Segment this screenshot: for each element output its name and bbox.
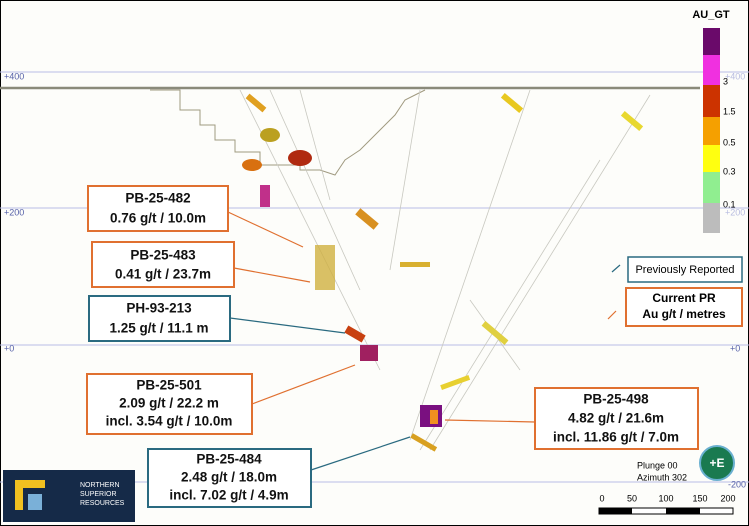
legend-title: AU_GT xyxy=(692,9,730,21)
callout: PB-25-484 2.48 g/t / 18.0m incl. 7.02 g/… xyxy=(147,448,312,508)
elevation-label: +0 xyxy=(4,343,14,353)
hole-id: PB-25-484 xyxy=(196,452,262,467)
drill-traces xyxy=(239,89,651,451)
scale-label: 150 xyxy=(692,493,707,503)
grade: 0.76 g/t / 10.0m xyxy=(110,211,206,226)
pit-shell xyxy=(150,89,426,176)
logo-text: RESOURCES xyxy=(80,500,125,507)
legend-label: 1.5 xyxy=(723,106,736,116)
logo-text: SUPERIOR xyxy=(80,491,117,498)
scale-label: 50 xyxy=(627,493,637,503)
scale-label: 200 xyxy=(720,493,735,503)
grade: 0.41 g/t / 23.7m xyxy=(115,267,211,282)
scale-bar xyxy=(598,507,734,515)
scale-label: 100 xyxy=(658,493,673,503)
hole-id: PH-93-213 xyxy=(126,301,192,316)
callout: PH-93-213 1.25 g/t / 11.1 m xyxy=(88,295,231,342)
colorbar xyxy=(703,28,720,233)
legend-labels: 3 1.5 0.5 0.3 0.1 xyxy=(723,76,736,209)
grade: 2.48 g/t / 18.0m xyxy=(181,470,277,485)
logo-text: NORTHERN xyxy=(80,482,120,489)
legend-label: 0.3 xyxy=(723,166,736,176)
legend-label: 3 xyxy=(723,76,728,86)
elevation-label: +400 xyxy=(725,71,745,81)
callout: PB-25-501 2.09 g/t / 22.2 m incl. 3.54 g… xyxy=(86,373,253,435)
grade: incl. 3.54 g/t / 10.0m xyxy=(106,414,233,429)
grade: incl. 11.86 g/t / 7.0m xyxy=(553,430,679,445)
plunge: Plunge 00 xyxy=(637,460,678,470)
grade: 2.09 g/t / 22.2 m xyxy=(119,396,219,411)
key-label: Au g/t / metres xyxy=(642,307,726,321)
elevation-label: -200 xyxy=(728,479,746,489)
legend-label: 0.1 xyxy=(723,199,736,209)
callout: PB-25-498 4.82 g/t / 21.6m incl. 11.86 g… xyxy=(534,387,699,450)
scale-label: 0 xyxy=(599,493,604,503)
legend-label: 0.5 xyxy=(723,137,736,147)
orientation-globe: +E xyxy=(699,445,735,481)
hole-id: PB-25-501 xyxy=(136,378,202,393)
hole-id: PB-25-498 xyxy=(583,392,649,407)
hole-id: PB-25-483 xyxy=(130,248,196,263)
hole-id: PB-25-482 xyxy=(125,191,190,206)
key-label: Current PR xyxy=(652,291,716,305)
azimuth: Azimuth 302 xyxy=(637,472,687,482)
callout: PB-25-483 0.41 g/t / 23.7m xyxy=(91,241,235,288)
elevation-label: +200 xyxy=(4,207,24,217)
elevation-label: +200 xyxy=(725,207,745,217)
leaders xyxy=(227,211,621,471)
grade: 1.25 g/t / 11.1 m xyxy=(109,321,208,336)
key-label: Previously Reported xyxy=(635,264,734,276)
scale-labels: 0 50 100 150 200 xyxy=(599,493,735,503)
key-previous: Previously Reported xyxy=(627,256,743,283)
elevation-label: +400 xyxy=(4,71,24,81)
grade: incl. 7.02 g/t / 4.9m xyxy=(169,488,288,503)
elevation-label: +0 xyxy=(730,343,740,353)
grade: 4.82 g/t / 21.6m xyxy=(568,411,664,426)
key-current: Current PR Au g/t / metres xyxy=(625,287,743,327)
logo: NORTHERN SUPERIOR RESOURCES xyxy=(3,470,135,522)
callout: PB-25-482 0.76 g/t / 10.0m xyxy=(87,185,229,232)
svg-text:+E: +E xyxy=(709,456,724,470)
intercepts xyxy=(242,92,644,452)
